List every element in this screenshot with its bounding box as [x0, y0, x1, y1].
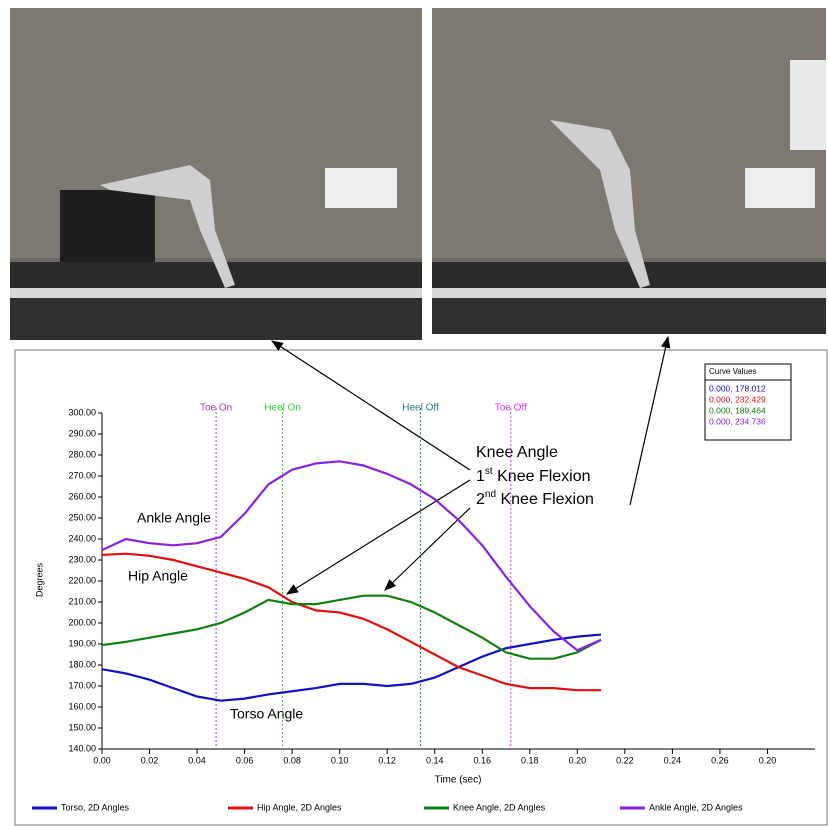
x-tick-label: 0.20: [759, 755, 777, 765]
page: {"chart_data": { "type": "line", "x_labe…: [0, 0, 828, 826]
photo-right: [432, 8, 826, 334]
x-tick-label: 0.06: [236, 755, 254, 765]
curve-values-title: Curve Values: [709, 367, 756, 376]
y-tick-label: 150.00: [68, 722, 96, 732]
y-axis-label: Degrees: [34, 562, 44, 597]
x-tick-label: 0.12: [378, 755, 396, 765]
annotation: 1st Knee Flexion: [476, 466, 591, 486]
photo-left: [10, 8, 422, 340]
curve-value: 0.000, 234.736: [709, 416, 766, 426]
event-label: Heel On: [264, 403, 301, 414]
annotation: Hip Angle: [128, 568, 188, 584]
y-tick-label: 240.00: [68, 533, 96, 543]
x-tick-label: 0.18: [521, 755, 539, 765]
y-tick-label: 230.00: [68, 554, 96, 564]
event-label: Toe Off: [495, 403, 527, 414]
y-tick-label: 140.00: [68, 743, 96, 753]
annotation: 1: [476, 468, 485, 485]
curve-value: 0.000, 178.012: [709, 383, 766, 393]
y-tick-label: 270.00: [68, 470, 96, 480]
x-axis-label: Time (sec): [435, 775, 482, 786]
y-tick-label: 260.00: [68, 491, 96, 501]
curve-value: 0.000, 232.429: [709, 394, 766, 404]
x-tick-label: 0.20: [569, 755, 587, 765]
y-tick-label: 290.00: [68, 428, 96, 438]
annotation: Ankle Angle: [137, 510, 211, 526]
x-tick-label: 0.02: [141, 755, 159, 765]
figure: Degrees Time (sec) Ankle Angle Hip Angle…: [0, 0, 828, 826]
legend-label: Knee Angle, 2D Angles: [453, 802, 546, 812]
x-tick-label: 0.10: [331, 755, 349, 765]
x-tick-label: 0.00: [93, 755, 111, 765]
event-label: Heel Off: [402, 403, 439, 414]
x-tick-label: 0.08: [283, 755, 301, 765]
y-tick-label: 160.00: [68, 701, 96, 711]
y-tick-label: 280.00: [68, 449, 96, 459]
annotation: 2: [476, 491, 485, 508]
legend-label: Torso, 2D Angles: [61, 802, 130, 812]
x-tick-label: 0.04: [188, 755, 206, 765]
x-tick-label: 0.26: [711, 755, 729, 765]
y-tick-label: 180.00: [68, 659, 96, 669]
annotation: Knee Angle: [476, 444, 558, 461]
curve-value: 0.000, 189.464: [709, 405, 766, 415]
y-tick-label: 250.00: [68, 512, 96, 522]
x-tick-label: 0.24: [664, 755, 682, 765]
y-tick-label: 300.00: [68, 407, 96, 417]
annotation: Knee Flexion: [493, 468, 591, 485]
legend-label: Ankle Angle, 2D Angles: [649, 802, 743, 812]
annotation: Torso Angle: [230, 706, 303, 722]
y-tick-label: 170.00: [68, 680, 96, 690]
x-tick-label: 0.16: [474, 755, 492, 765]
annotation: nd: [485, 489, 496, 500]
y-tick-label: 200.00: [68, 617, 96, 627]
x-tick-label: 0.14: [426, 755, 444, 765]
y-tick-label: 210.00: [68, 596, 96, 606]
y-tick-label: 190.00: [68, 638, 96, 648]
x-tick-label: 0.22: [616, 755, 634, 765]
event-label: Toe On: [200, 403, 232, 414]
legend-label: Hip Angle, 2D Angles: [257, 802, 342, 812]
y-tick-label: 220.00: [68, 575, 96, 585]
